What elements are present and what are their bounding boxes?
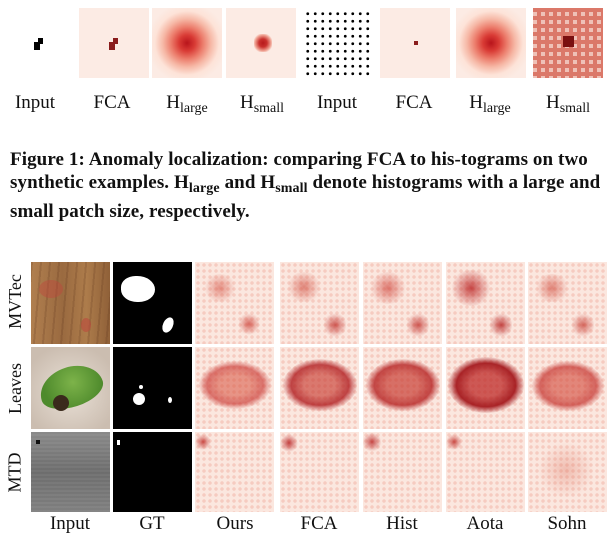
mvtec-input-image: [31, 262, 110, 344]
mvtec-aota-heatmap: [446, 262, 525, 344]
row-label-leaves: Leaves: [4, 362, 25, 414]
mtd-gt-mask: [113, 432, 192, 512]
leaves-ours-heatmap: [195, 347, 274, 429]
example1-input-tile: [4, 8, 74, 78]
mtd-hist-heatmap: [363, 432, 442, 512]
example2-hlarge-tile: [456, 8, 526, 78]
col-label-gt: GT: [139, 513, 165, 534]
col-label-hist: Hist: [386, 513, 418, 534]
example1-fca-tile: [79, 8, 149, 78]
top-label-3: Hlarge: [166, 92, 208, 116]
mtd-fca-heatmap: [280, 432, 359, 512]
mvtec-ours-heatmap: [195, 262, 274, 344]
leaves-gt-mask: [113, 347, 192, 429]
mvtec-hist-heatmap: [363, 262, 442, 344]
leaves-input-image: [31, 347, 110, 429]
col-label-input: Input: [49, 513, 91, 534]
mtd-aota-heatmap: [446, 432, 525, 512]
top-label-7: Hlarge: [469, 92, 511, 116]
leaves-hist-heatmap: [363, 347, 442, 429]
row-label-mvtec: MVTec: [4, 273, 25, 329]
col-label-ours: Ours: [216, 513, 254, 534]
top-label-8: Hsmall: [545, 92, 591, 116]
top-label-5: Input: [316, 92, 358, 113]
mtd-input-image: [31, 432, 110, 512]
example2-input-tile: [302, 8, 372, 78]
top-label-4: Hsmall: [239, 92, 285, 116]
top-label-1: Input: [14, 92, 56, 113]
leaves-sohn-heatmap: [528, 347, 607, 429]
top-label-6: FCA: [395, 92, 433, 113]
mtd-ours-heatmap: [195, 432, 274, 512]
example2-fca-tile: [380, 8, 450, 78]
leaves-aota-heatmap: [446, 347, 525, 429]
col-label-fca: FCA: [300, 513, 338, 534]
col-label-sohn: Sohn: [547, 513, 587, 534]
row-label-mtd: MTD: [4, 452, 25, 492]
example1-hsmall-tile: [226, 8, 296, 78]
figure-caption: Figure 1: Anomaly localization: comparin…: [10, 149, 601, 222]
mtd-sohn-heatmap: [528, 432, 607, 512]
mvtec-fca-heatmap: [280, 262, 359, 344]
mvtec-gt-mask: [113, 262, 192, 344]
top-label-2: FCA: [93, 92, 131, 113]
mvtec-sohn-heatmap: [528, 262, 607, 344]
leaves-fca-heatmap: [280, 347, 359, 429]
example1-hlarge-tile: [152, 8, 222, 78]
example2-hsmall-tile: [533, 8, 603, 78]
col-label-aota: Aota: [466, 513, 504, 534]
